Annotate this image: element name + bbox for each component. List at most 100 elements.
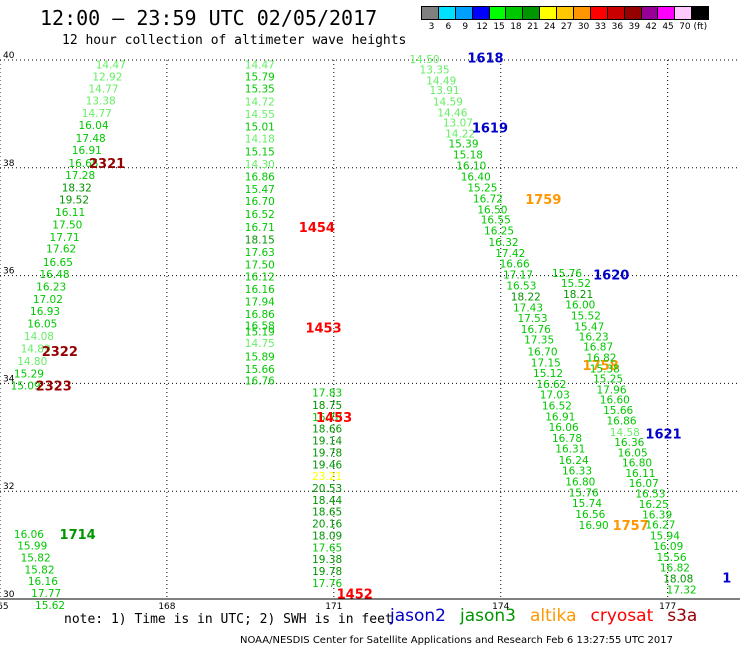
legend-label: 70	[679, 22, 691, 32]
legend-box	[691, 6, 710, 20]
wave-height-value: 19.52	[59, 195, 89, 207]
wave-height-value: 17.17	[503, 270, 533, 282]
wave-height-value: 14.46	[437, 107, 467, 119]
pass-time-label: 1453	[316, 411, 352, 426]
wave-height-value: 15.39	[448, 139, 478, 151]
wave-height-value: 16.91	[72, 145, 102, 157]
wave-height-value: 16.33	[562, 466, 592, 478]
x-tick-label: 171	[325, 602, 342, 612]
wave-height-value: 14.59	[433, 97, 463, 109]
wave-height-value: 16.86	[245, 309, 275, 321]
wave-height-value: 15.82	[24, 564, 54, 576]
legend-label: 21	[527, 22, 539, 32]
wave-height-value: 17.48	[76, 133, 106, 145]
wave-height-value: 16.39	[642, 509, 672, 521]
wave-height-value: 18.15	[245, 234, 275, 246]
legend-label: 27	[560, 22, 573, 32]
wave-height-points: 14.4712.9214.7713.3814.7716.0417.4816.91…	[11, 51, 732, 612]
wave-height-value: 17.71	[50, 232, 80, 244]
wave-height-value: 19.78	[312, 447, 342, 459]
wave-height-value: 16.86	[245, 171, 275, 183]
grid-lines	[0, 59, 740, 600]
wave-height-value: 16.12	[245, 272, 275, 284]
note-text: note: 1) Time is in UTC; 2) SWH is in fe…	[64, 612, 393, 627]
wave-height-value: 16.80	[622, 458, 652, 470]
wave-height-value: 19.78	[312, 566, 342, 578]
legend-label: 3	[428, 22, 435, 32]
satellite-s3a: s3a	[667, 606, 698, 626]
wave-height-value: 17.63	[245, 247, 275, 259]
pass-time-label: 1	[722, 571, 731, 586]
wave-height-value: 17.50	[245, 259, 275, 271]
pass-time-label: 1759	[525, 193, 561, 208]
wave-height-value: 14.77	[88, 84, 118, 96]
wave-height-value: 16.25	[484, 225, 514, 237]
wave-height-value: 18.44	[312, 495, 342, 507]
pass-time-label: 1621	[645, 428, 681, 443]
wave-height-value: 16.24	[559, 455, 589, 467]
pass-time-label: 2323	[36, 380, 72, 395]
wave-height-value: 14.72	[245, 97, 275, 109]
pass-time-label: 1453	[305, 321, 341, 336]
wave-height-value: 18.09	[312, 530, 342, 542]
wave-height-value: 14.77	[82, 108, 112, 120]
wave-height-value: 16.06	[549, 422, 579, 434]
wave-height-value: 17.42	[495, 248, 525, 260]
wave-height-value: 16.55	[481, 215, 511, 227]
pass-time-label: 1452	[337, 588, 373, 603]
wave-height-value: 18.66	[312, 424, 342, 436]
wave-height-value: 12.92	[92, 72, 122, 84]
wave-height-value: 17.83	[312, 388, 342, 400]
wave-height-value: 17.03	[540, 390, 570, 402]
wave-height-value: 15.15	[245, 147, 275, 159]
wave-height-value: 16.11	[625, 468, 655, 480]
legend-color-boxes	[421, 6, 710, 20]
wave-height-value: 13.38	[86, 95, 116, 107]
wave-height-value: 15.47	[245, 184, 275, 196]
satellite-key: jason2 jason3 altika cryosat s3a	[390, 606, 711, 626]
wave-height-value: 16.71	[245, 222, 275, 234]
legend-unit: (ft)	[693, 22, 708, 32]
wave-height-value: 16.78	[552, 433, 582, 445]
wave-height-value: 15.89	[245, 351, 275, 363]
wave-height-value: 16.82	[586, 353, 616, 365]
wave-height-value: 16.40	[461, 171, 491, 183]
wave-height-value: 15.66	[603, 405, 633, 417]
wave-height-value: 17.15	[531, 357, 561, 369]
legend-label: 33	[594, 22, 607, 32]
legend-label: 36	[611, 22, 624, 32]
wave-height-value: 16.05	[618, 447, 648, 459]
wave-height-value: 16.25	[639, 499, 669, 511]
wave-height-value: 16.60	[600, 395, 630, 407]
wave-height-value: 16.93	[30, 306, 60, 318]
wave-height-value: 15.62	[35, 600, 65, 612]
wave-height-value: 19.38	[312, 554, 342, 566]
wave-height-value: 19.46	[312, 459, 342, 471]
wave-height-value: 16.48	[40, 269, 70, 281]
wave-height-value: 14.50	[410, 54, 440, 66]
x-tick-label: 168	[158, 602, 175, 612]
wave-height-value: 17.43	[513, 302, 543, 314]
wave-height-value: 16.16	[28, 576, 58, 588]
wave-height-value: 16.52	[542, 400, 572, 412]
wave-height-value: 17.77	[31, 588, 61, 600]
legend-label: 39	[628, 22, 640, 32]
y-tick-label: 34	[3, 374, 15, 384]
y-tick-label: 30	[3, 590, 15, 600]
wave-height-value: 15.29	[14, 369, 44, 381]
wave-height-value: 16.52	[245, 209, 275, 221]
wave-height-value: 17.62	[46, 244, 76, 256]
wave-height-value: 16.07	[629, 478, 659, 490]
wave-height-value: 16.05	[27, 319, 57, 331]
wave-height-value: 16.91	[545, 411, 575, 423]
wave-height-value: 16.53	[635, 488, 665, 500]
wave-height-value: 13.35	[420, 65, 450, 77]
wave-height-value: 16.31	[555, 444, 585, 456]
wave-height-value: 15.76	[569, 487, 599, 499]
x-tick-label: 165	[0, 602, 9, 612]
wave-height-value: 14.49	[426, 75, 456, 87]
wave-height-value: 15.52	[571, 310, 601, 322]
axis-ticks: 165 168 171 174 177 30 32 34 36 38 40	[0, 51, 740, 612]
wave-height-value: 16.58	[245, 321, 275, 333]
wave-height-value: 16.72	[473, 194, 503, 206]
